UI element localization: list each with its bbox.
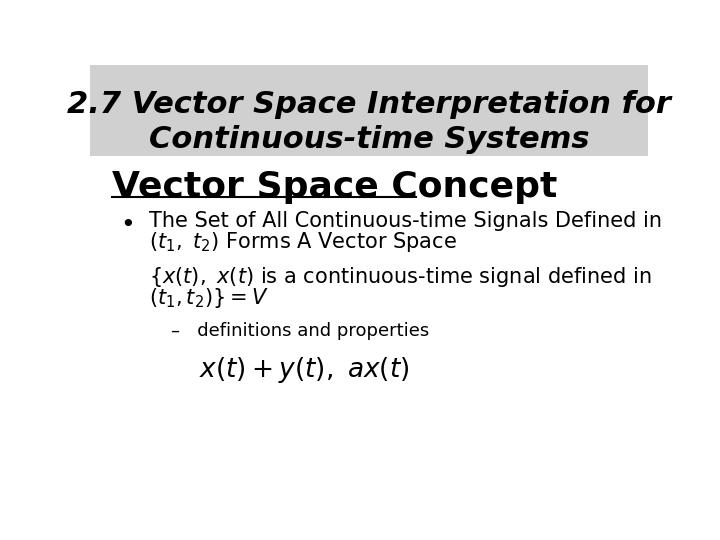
Text: $x(t)+y(t),\ ax(t)$: $x(t)+y(t),\ ax(t)$ bbox=[199, 355, 410, 386]
Text: Vector Space Concept: Vector Space Concept bbox=[112, 171, 558, 205]
Text: $\{x(t),\ x(t)$ is a continuous-time signal defined in: $\{x(t),\ x(t)$ is a continuous-time sig… bbox=[148, 265, 652, 289]
Text: The Set of All Continuous-time Signals Defined in: The Set of All Continuous-time Signals D… bbox=[148, 211, 662, 231]
Text: 2.7 Vector Space Interpretation for: 2.7 Vector Space Interpretation for bbox=[67, 90, 671, 119]
Text: Continuous-time Systems: Continuous-time Systems bbox=[149, 125, 589, 154]
Text: $(t_1,t_2)\}$$=V$: $(t_1,t_2)\}$$=V$ bbox=[148, 287, 268, 310]
Text: –   definitions and properties: – definitions and properties bbox=[171, 322, 429, 340]
Text: •: • bbox=[121, 213, 135, 237]
FancyBboxPatch shape bbox=[90, 65, 648, 156]
Text: $(t_1,\ t_2)$ Forms A Vector Space: $(t_1,\ t_2)$ Forms A Vector Space bbox=[148, 231, 456, 254]
